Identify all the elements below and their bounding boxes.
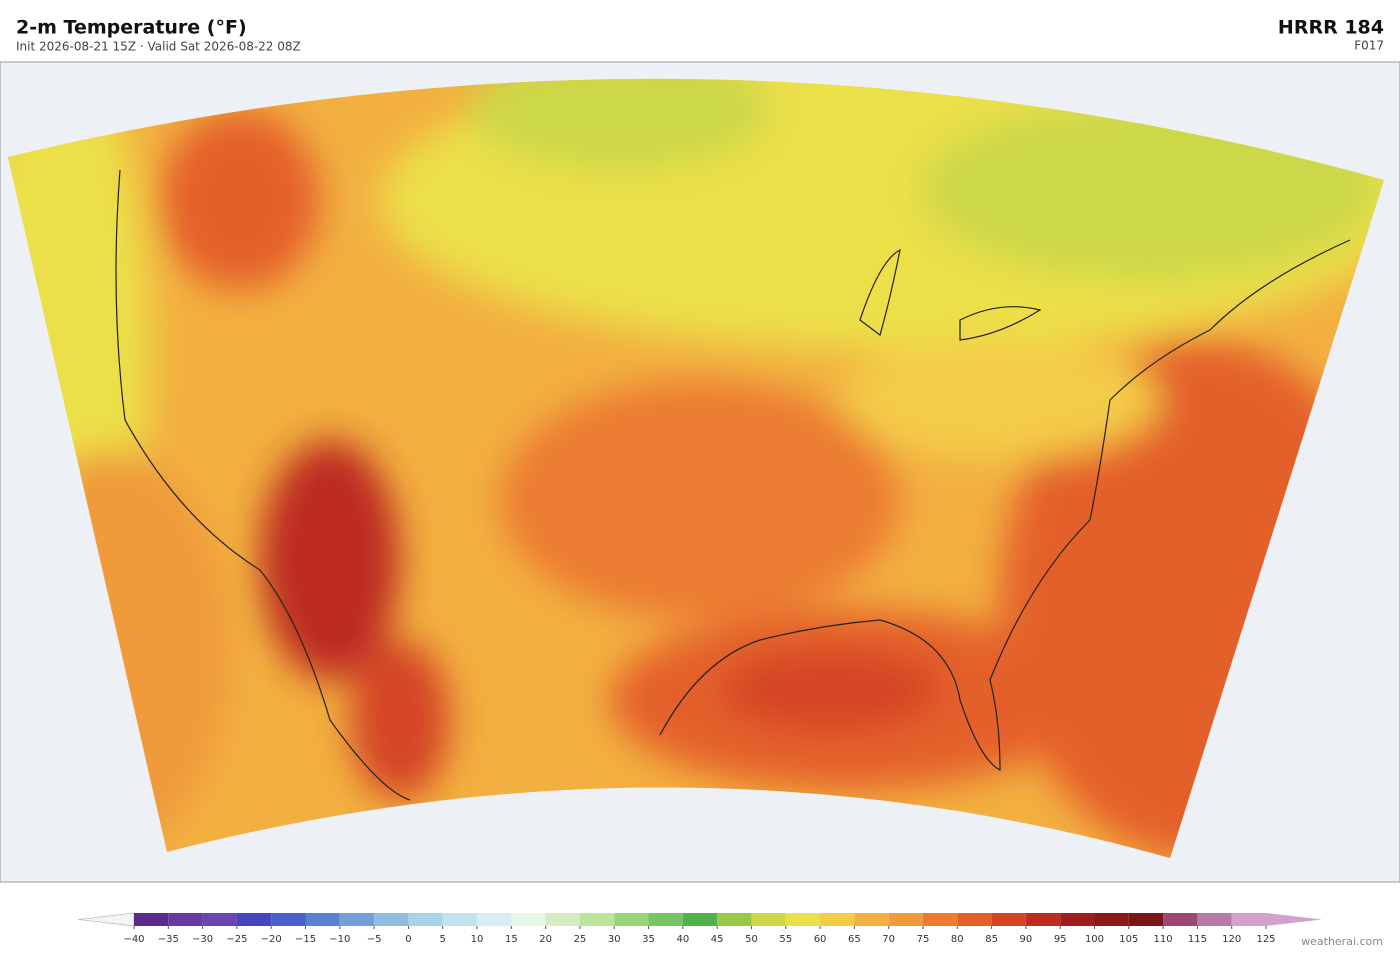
title: 2-m Temperature (°F) [16,17,247,39]
colorbar-extend-high [1266,913,1322,926]
colorbar-tick-label: −30 [192,934,213,945]
colorbar-segment [1231,913,1266,926]
colorbar-tick-label: −15 [295,934,316,945]
colorbar-tick-label: 40 [676,934,689,945]
colorbar-tick-label: −25 [226,934,247,945]
colorbar-tick-label: 120 [1222,934,1241,945]
forecast-hour: F017 [1354,39,1384,53]
colorbar-segment [648,913,683,926]
colorbar-segment [1197,913,1232,926]
colorbar-segment [991,913,1026,926]
colorbar-tick-label: 5 [440,934,446,945]
colorbar-tick-label: 25 [574,934,587,945]
colorbar-tick-label: 0 [405,934,411,945]
colorbar-segment [1094,913,1129,926]
colorbar-segment [408,913,443,926]
colorbar-segment [1025,913,1061,926]
colorbar-segment [922,913,958,926]
colorbar-tick-label: 30 [608,934,621,945]
colorbar-tick-label: 105 [1119,934,1138,945]
colorbar-segment [545,913,580,926]
map [0,61,1400,883]
colorbar-tick-label: 15 [505,934,518,945]
colorbar-segment [271,913,306,926]
colorbar-segment [1060,913,1095,926]
colorbar-segment [717,913,752,926]
colorbar-segment [614,913,649,926]
colorbar-segment [854,913,889,926]
coastlines [115,169,1351,801]
colorbar-tick-label: 10 [471,934,484,945]
colorbar-tick-label: 125 [1256,934,1275,945]
colorbar-tick-label: 45 [711,934,724,945]
colorbar-tick-label: 95 [1054,934,1067,945]
colorbar-segment [168,913,203,926]
colorbar-segment [751,913,786,926]
colorbar-segment [134,913,169,926]
colorbar-segment [1163,913,1198,926]
colorbar-segment [442,913,478,926]
colorbar-segment [202,913,237,926]
colorbar-tick-label: 35 [642,934,655,945]
colorbar-tick-label: 90 [1020,934,1033,945]
colorbar-tick-label: 100 [1085,934,1104,945]
colorbar-tick-label: 110 [1154,934,1173,945]
colorbar-tick-label: 60 [814,934,827,945]
colorbar-segment [1128,913,1164,926]
colorbar-tick-label: 85 [985,934,998,945]
colorbar-tick-label: 115 [1188,934,1207,945]
colorbar-segment [339,913,375,926]
temperature-field [8,78,1384,858]
colorbar-tick-label: 20 [539,934,552,945]
model: HRRR 184 [1278,17,1384,39]
colorbar-tick-label: −10 [329,934,350,945]
subtitle: Init 2026-08-21 15Z · Valid Sat 2026-08-… [16,40,301,54]
colorbar-tick-label: −20 [261,934,282,945]
colorbar-tick-label: −5 [367,934,382,945]
colorbar-segment [820,913,855,926]
colorbar-segment [957,913,992,926]
colorbar-tick-label: 70 [882,934,895,945]
colorbar-tick-label: 55 [779,934,792,945]
colorbar-segment [579,913,615,926]
colorbar-segment [511,913,546,926]
colorbar-tick-label: 75 [917,934,930,945]
colorbar: −40 −35 −30 −25 −20 −15 −10 −5 0 5 10 15 20 25 30 35 40 4… [77,912,1322,945]
colorbar-tick-label: 65 [848,934,861,945]
colorbar-segment [477,913,512,926]
colorbar-segment [305,913,340,926]
colorbar-segment [374,913,409,926]
colorbar-tick-label: −40 [123,934,144,945]
colorbar-tick-label: 80 [951,934,964,945]
colorbar-extend-low [77,912,135,927]
colorbar-segment [785,913,821,926]
colorbar-tick-label: −35 [158,934,179,945]
colorbar-segment [888,913,923,926]
colorbar-segment [236,913,272,926]
colorbar-segment [682,913,718,926]
credit: weatherai.com [1301,935,1383,948]
colorbar-tick-label: 50 [745,934,758,945]
